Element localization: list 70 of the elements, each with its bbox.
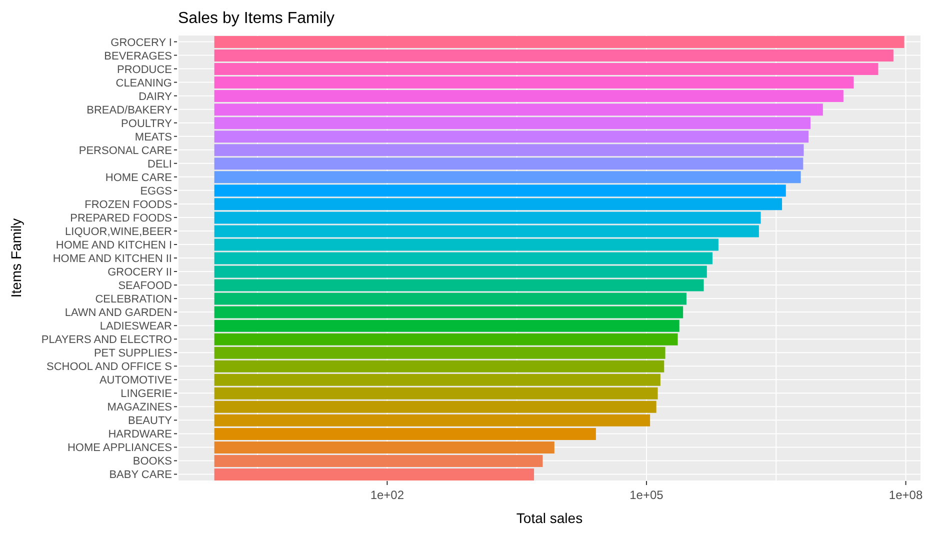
y-tick-label: LAWN AND GARDEN — [64, 307, 172, 320]
bar — [214, 158, 804, 170]
bar — [214, 333, 678, 346]
y-axis-title: Items Family — [8, 218, 24, 298]
y-tick-label: BEAUTY — [128, 415, 173, 428]
bar — [214, 117, 810, 130]
y-tick-label: FROZEN FOODS — [84, 198, 172, 211]
y-tick-label: HOME AND KITCHEN II — [52, 253, 172, 265]
bar — [214, 90, 844, 102]
x-tick-label: 1e+05 — [630, 488, 664, 502]
y-tick-label: DAIRY — [138, 90, 173, 103]
bar — [214, 171, 801, 184]
y-tick-label: BOOKS — [132, 456, 172, 468]
y-tick-label: HOME APPLIANCES — [67, 442, 172, 454]
y-tick-label: GROCERY II — [108, 266, 172, 279]
bar — [214, 238, 718, 251]
bar — [214, 130, 809, 143]
chart-title: Sales by Items Family — [178, 10, 334, 28]
y-tick-label: MEATS — [134, 131, 172, 144]
y-tick-label: HOME AND KITCHEN I — [56, 239, 172, 252]
y-tick-label: DELI — [148, 158, 172, 170]
y-tick-label: PRODUCE — [116, 64, 172, 76]
y-tick-label: LINGERIE — [120, 388, 172, 400]
x-axis-title: Total sales — [516, 510, 583, 526]
y-tick-label: SCHOOL AND OFFICE S — [46, 361, 172, 374]
bar — [214, 50, 894, 62]
y-tick-label: BREAD/BAKERY — [86, 104, 173, 116]
y-tick-label: BEVERAGES — [104, 50, 172, 62]
y-tick-label: AUTOMOTIVE — [99, 374, 172, 387]
y-tick-label: EGGS — [140, 185, 172, 198]
bar — [214, 441, 554, 454]
y-tick-label: HOME CARE — [105, 172, 172, 184]
x-tick-label: 1e+02 — [370, 488, 404, 502]
bar — [214, 144, 804, 156]
bar — [214, 292, 686, 305]
y-tick-label: MAGAZINES — [107, 402, 172, 414]
y-tick-label: POULTRY — [121, 118, 173, 130]
bar — [214, 76, 854, 89]
bar — [214, 266, 707, 278]
y-tick-label: GROCERY I — [110, 36, 172, 49]
bar — [214, 36, 904, 48]
bar — [214, 104, 823, 116]
bar — [214, 387, 658, 400]
y-tick-label: PLAYERS AND ELECTRO — [41, 334, 172, 346]
bar — [214, 279, 704, 292]
bar — [214, 252, 712, 264]
y-tick-label: PET SUPPLIES — [94, 348, 172, 360]
y-tick-label: PERSONAL CARE — [78, 144, 172, 157]
bar — [214, 414, 650, 426]
bar — [214, 346, 666, 359]
bar — [214, 63, 878, 76]
bar — [214, 306, 684, 318]
bar — [214, 428, 596, 440]
y-tick-label: SEAFOOD — [118, 280, 172, 292]
x-tick-label: 1e+08 — [888, 488, 923, 502]
bar — [214, 320, 680, 332]
y-tick-label: BABY CARE — [109, 469, 172, 482]
bar — [214, 374, 660, 386]
y-tick-label: LADIESWEAR — [100, 320, 172, 333]
bar — [214, 400, 656, 413]
bar — [214, 468, 534, 480]
bar — [214, 184, 786, 197]
y-tick-label: HARDWARE — [108, 428, 172, 441]
y-tick-label: CLEANING — [116, 77, 172, 90]
bar — [214, 360, 664, 372]
y-tick-label: PREPARED FOODS — [70, 212, 172, 224]
bar — [214, 454, 543, 467]
bar — [214, 225, 759, 238]
y-tick-label: CELEBRATION — [95, 294, 172, 306]
y-tick-label: LIQUOR,WINE,BEER — [65, 226, 172, 238]
